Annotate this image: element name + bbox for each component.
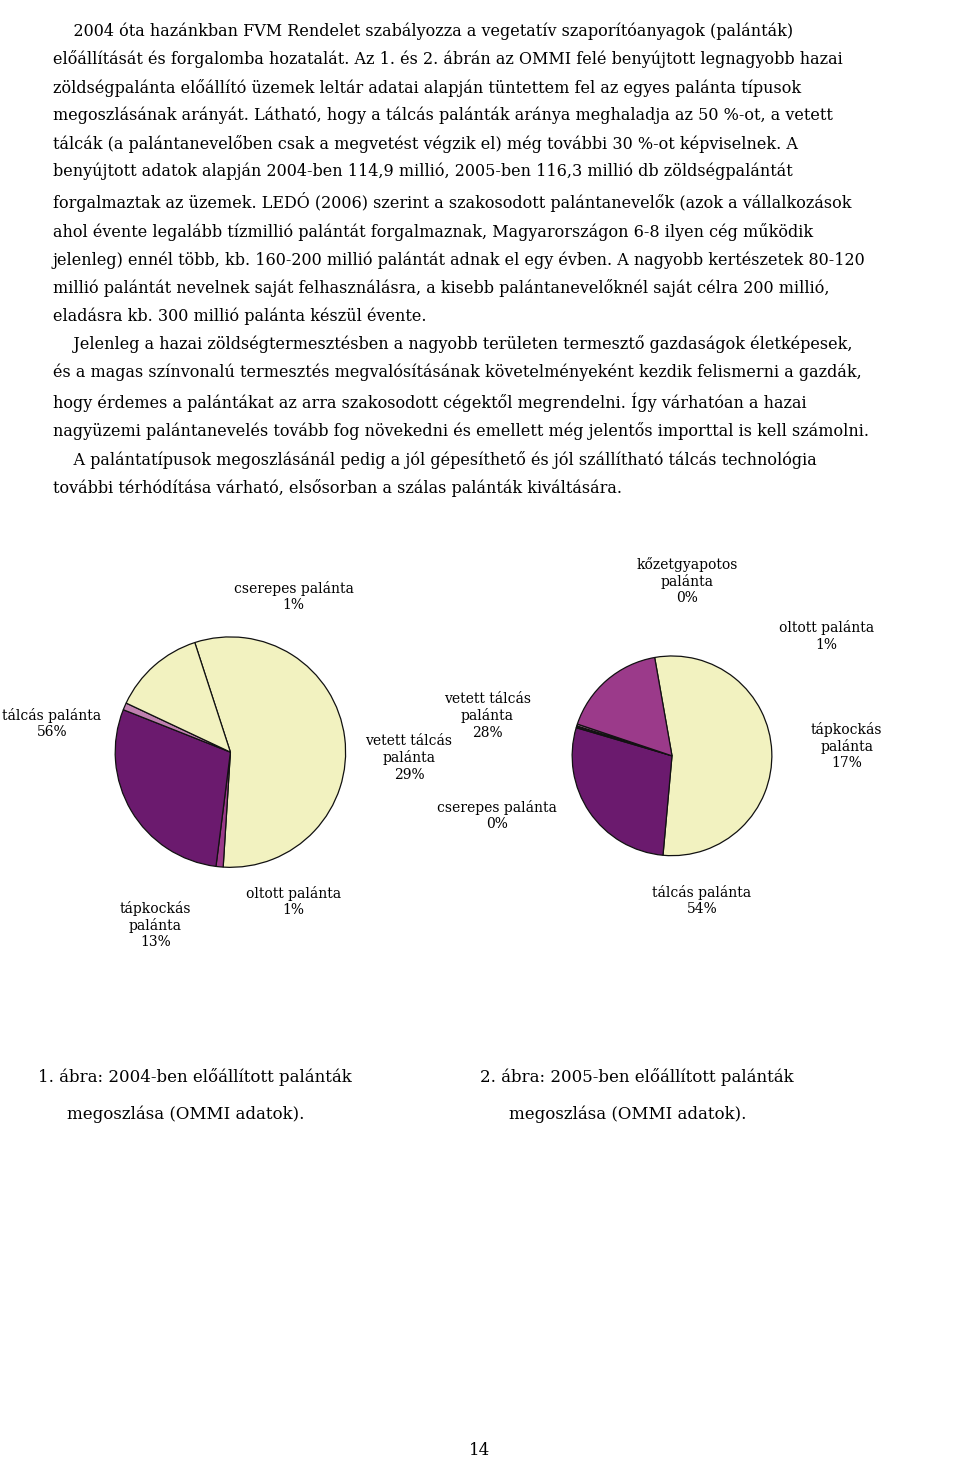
- Text: tápkockás
palánta
13%: tápkockás palánta 13%: [120, 901, 191, 948]
- Text: megoszlása (OMMI adatok).: megoszlása (OMMI adatok).: [67, 1106, 304, 1123]
- Text: oltott palánta
1%: oltott palánta 1%: [246, 886, 342, 917]
- Wedge shape: [126, 643, 230, 753]
- Wedge shape: [216, 753, 230, 867]
- Wedge shape: [115, 710, 230, 867]
- Text: vetett tálcás
palánta
29%: vetett tálcás palánta 29%: [366, 734, 452, 781]
- Wedge shape: [577, 658, 672, 756]
- Text: vetett tálcás
palánta
28%: vetett tálcás palánta 28%: [444, 692, 531, 740]
- Wedge shape: [572, 728, 672, 855]
- Wedge shape: [123, 702, 230, 753]
- Wedge shape: [577, 725, 672, 756]
- Text: tálcás palánta
54%: tálcás palánta 54%: [653, 885, 752, 916]
- Text: 2. ábra: 2005-ben előállított palánták: 2. ábra: 2005-ben előállított palánták: [480, 1069, 794, 1086]
- Text: 1. ábra: 2004-ben előállított palánták: 1. ábra: 2004-ben előállított palánták: [38, 1069, 352, 1086]
- Text: kőzetgyapotos
palánta
0%: kőzetgyapotos palánta 0%: [636, 557, 737, 606]
- Text: oltott palánta
1%: oltott palánta 1%: [780, 621, 875, 652]
- Wedge shape: [576, 726, 672, 756]
- Text: tálcás palánta
56%: tálcás palánta 56%: [2, 708, 102, 740]
- Text: tápkockás
palánta
17%: tápkockás palánta 17%: [811, 722, 882, 771]
- Wedge shape: [195, 637, 346, 867]
- Text: 14: 14: [469, 1442, 491, 1460]
- Text: cserepes palánta
1%: cserepes palánta 1%: [234, 581, 353, 612]
- Wedge shape: [655, 657, 772, 855]
- Text: megoszlása (OMMI adatok).: megoszlása (OMMI adatok).: [509, 1106, 746, 1123]
- Text: 2004 óta hazánkban FVM Rendelet szabályozza a vegetatív szaporítóanyagok (palánt: 2004 óta hazánkban FVM Rendelet szabályo…: [53, 22, 869, 498]
- Text: cserepes palánta
0%: cserepes palánta 0%: [438, 800, 557, 831]
